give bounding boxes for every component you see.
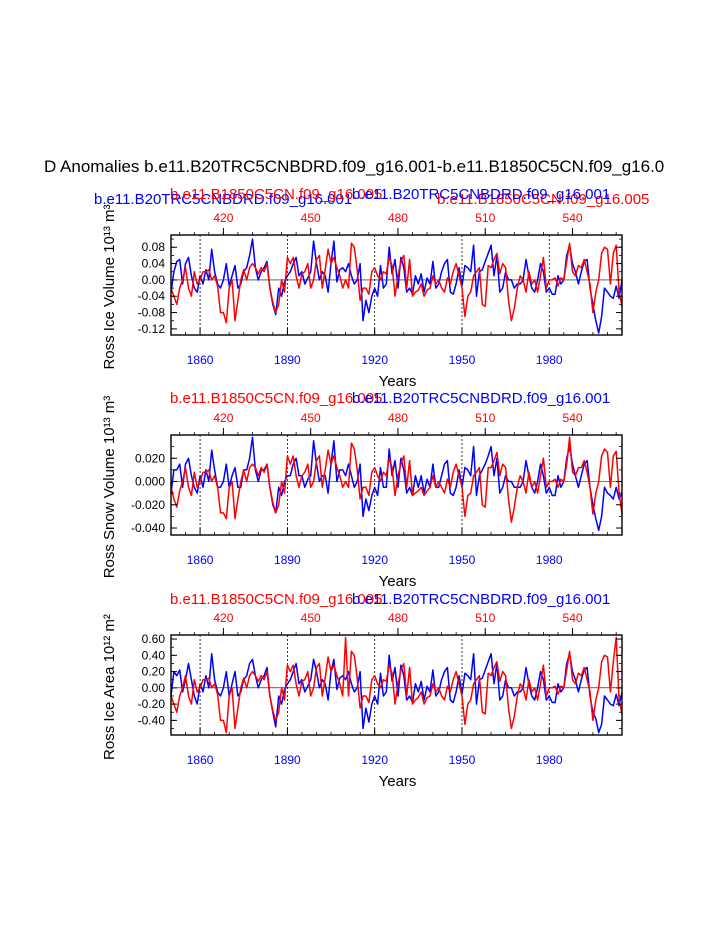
top-tick-label: 510 bbox=[475, 211, 495, 225]
x-tick-label: 1920 bbox=[361, 553, 388, 567]
y-tick-label: -0.08 bbox=[138, 306, 166, 320]
x-tick-label: 1980 bbox=[536, 353, 563, 367]
overlay-title-red: b.e11.B1850C5CN.f09_g16.005 bbox=[437, 191, 649, 208]
y-tick-label: 0.00 bbox=[142, 273, 166, 287]
plot-frame bbox=[170, 634, 623, 736]
series-line-red bbox=[170, 436, 623, 523]
x-axis-title: Years bbox=[379, 773, 417, 790]
y-axis-title: Ross Snow Volume 10¹³ m³ bbox=[101, 396, 118, 579]
y-tick-label: 0.60 bbox=[142, 632, 166, 646]
top-tick-label: 420 bbox=[213, 411, 233, 425]
y-tick-label: 0.020 bbox=[135, 451, 165, 465]
top-tick-label: 480 bbox=[388, 211, 408, 225]
x-tick-label: 1950 bbox=[449, 353, 476, 367]
series-line-red bbox=[170, 636, 623, 734]
top-tick-label: 540 bbox=[563, 611, 583, 625]
panel-label-blue: b.e11.B20TRC5CNBDRD.f09_g16.001 bbox=[352, 591, 610, 608]
series-line-blue bbox=[170, 436, 623, 532]
y-tick-label: 0.04 bbox=[142, 257, 166, 271]
top-tick-label: 450 bbox=[301, 411, 321, 425]
y-tick-label: -0.40 bbox=[138, 713, 166, 727]
x-tick-label: 1890 bbox=[274, 753, 301, 767]
x-axis-title: Years bbox=[379, 373, 417, 390]
y-tick-label: -0.020 bbox=[131, 498, 165, 512]
plot-frame bbox=[170, 234, 623, 336]
x-tick-label: 1890 bbox=[274, 553, 301, 567]
top-tick-label: 480 bbox=[388, 611, 408, 625]
x-tick-label: 1860 bbox=[187, 753, 214, 767]
panel-label-red: b.e11.B1850C5CN.f09_g16.005 bbox=[170, 591, 382, 608]
x-tick-label: 1920 bbox=[361, 753, 388, 767]
panel-label-blue: b.e11.B20TRC5CNBDRD.f09_g16.001 bbox=[352, 390, 610, 407]
panel-label-red: b.e11.B1850C5CN.f09_g16.005 bbox=[170, 390, 382, 407]
y-tick-label: 0.00 bbox=[142, 681, 166, 695]
y-tick-label: 0.000 bbox=[135, 475, 165, 489]
y-tick-label: -0.20 bbox=[138, 697, 166, 711]
chart-panel-ice-area: 0.60 0.40 0.20 0.00 -0.20 -0.40 1860 1890 1920 19… bbox=[101, 591, 623, 790]
plot-frame bbox=[170, 434, 623, 536]
x-axis-title: Years bbox=[379, 573, 417, 590]
top-tick-label: 420 bbox=[213, 211, 233, 225]
x-tick-label: 1890 bbox=[274, 353, 301, 367]
main-title: D Anomalies b.e11.B20TRC5CNBDRD.f09_g16.… bbox=[44, 157, 664, 176]
x-tick-label: 1980 bbox=[536, 753, 563, 767]
y-tick-label: -0.04 bbox=[138, 289, 166, 303]
x-tick-label: 1950 bbox=[449, 753, 476, 767]
y-tick-label: -0.040 bbox=[131, 521, 165, 535]
top-tick-label: 510 bbox=[475, 411, 495, 425]
panel-label-red: b.e11.B1850C5CN.f09_g16.005 bbox=[170, 186, 382, 203]
panel-label-blue: b.e11.B20TRC5CNBDRD.f09_g16.001 bbox=[352, 186, 610, 203]
top-tick-label: 510 bbox=[475, 611, 495, 625]
x-tick-label: 1980 bbox=[536, 553, 563, 567]
series-line-blue bbox=[170, 238, 623, 334]
y-axis-title: Ross Ice Volume 10¹³ m³ bbox=[101, 204, 118, 369]
chart-panel-snow-volume: 0.020 0.000 -0.020 -0.040 1860 1890 1920 1950 19… bbox=[101, 390, 623, 590]
x-tick-label: 1860 bbox=[187, 553, 214, 567]
y-tick-label: 0.20 bbox=[142, 665, 166, 679]
y-tick-label: 0.40 bbox=[142, 648, 166, 662]
top-tick-label: 450 bbox=[301, 611, 321, 625]
series-line-blue bbox=[170, 652, 623, 734]
y-axis-title: Ross Ice Area 10¹² m² bbox=[101, 614, 118, 760]
top-tick-label: 480 bbox=[388, 411, 408, 425]
chart-panel-ice-volume: 0.08 0.04 0.00 -0.04 -0.08 -0.12 1860 1890 1920 1… bbox=[101, 186, 623, 390]
top-tick-label: 540 bbox=[563, 411, 583, 425]
overlay-title-blue: b.e11.B20TRC5CNBDRD.f09_g16.001 bbox=[94, 191, 352, 208]
x-tick-label: 1920 bbox=[361, 353, 388, 367]
x-tick-label: 1950 bbox=[449, 553, 476, 567]
series-line-red bbox=[170, 242, 623, 324]
chart-panels: 0.08 0.04 0.00 -0.04 -0.08 -0.12 1860 1890 1920 1… bbox=[101, 186, 623, 790]
y-tick-label: 0.08 bbox=[142, 240, 166, 254]
top-tick-label: 540 bbox=[563, 211, 583, 225]
top-tick-label: 420 bbox=[213, 611, 233, 625]
y-tick-label: -0.12 bbox=[138, 322, 166, 336]
x-tick-label: 1860 bbox=[187, 353, 214, 367]
top-tick-label: 450 bbox=[301, 211, 321, 225]
